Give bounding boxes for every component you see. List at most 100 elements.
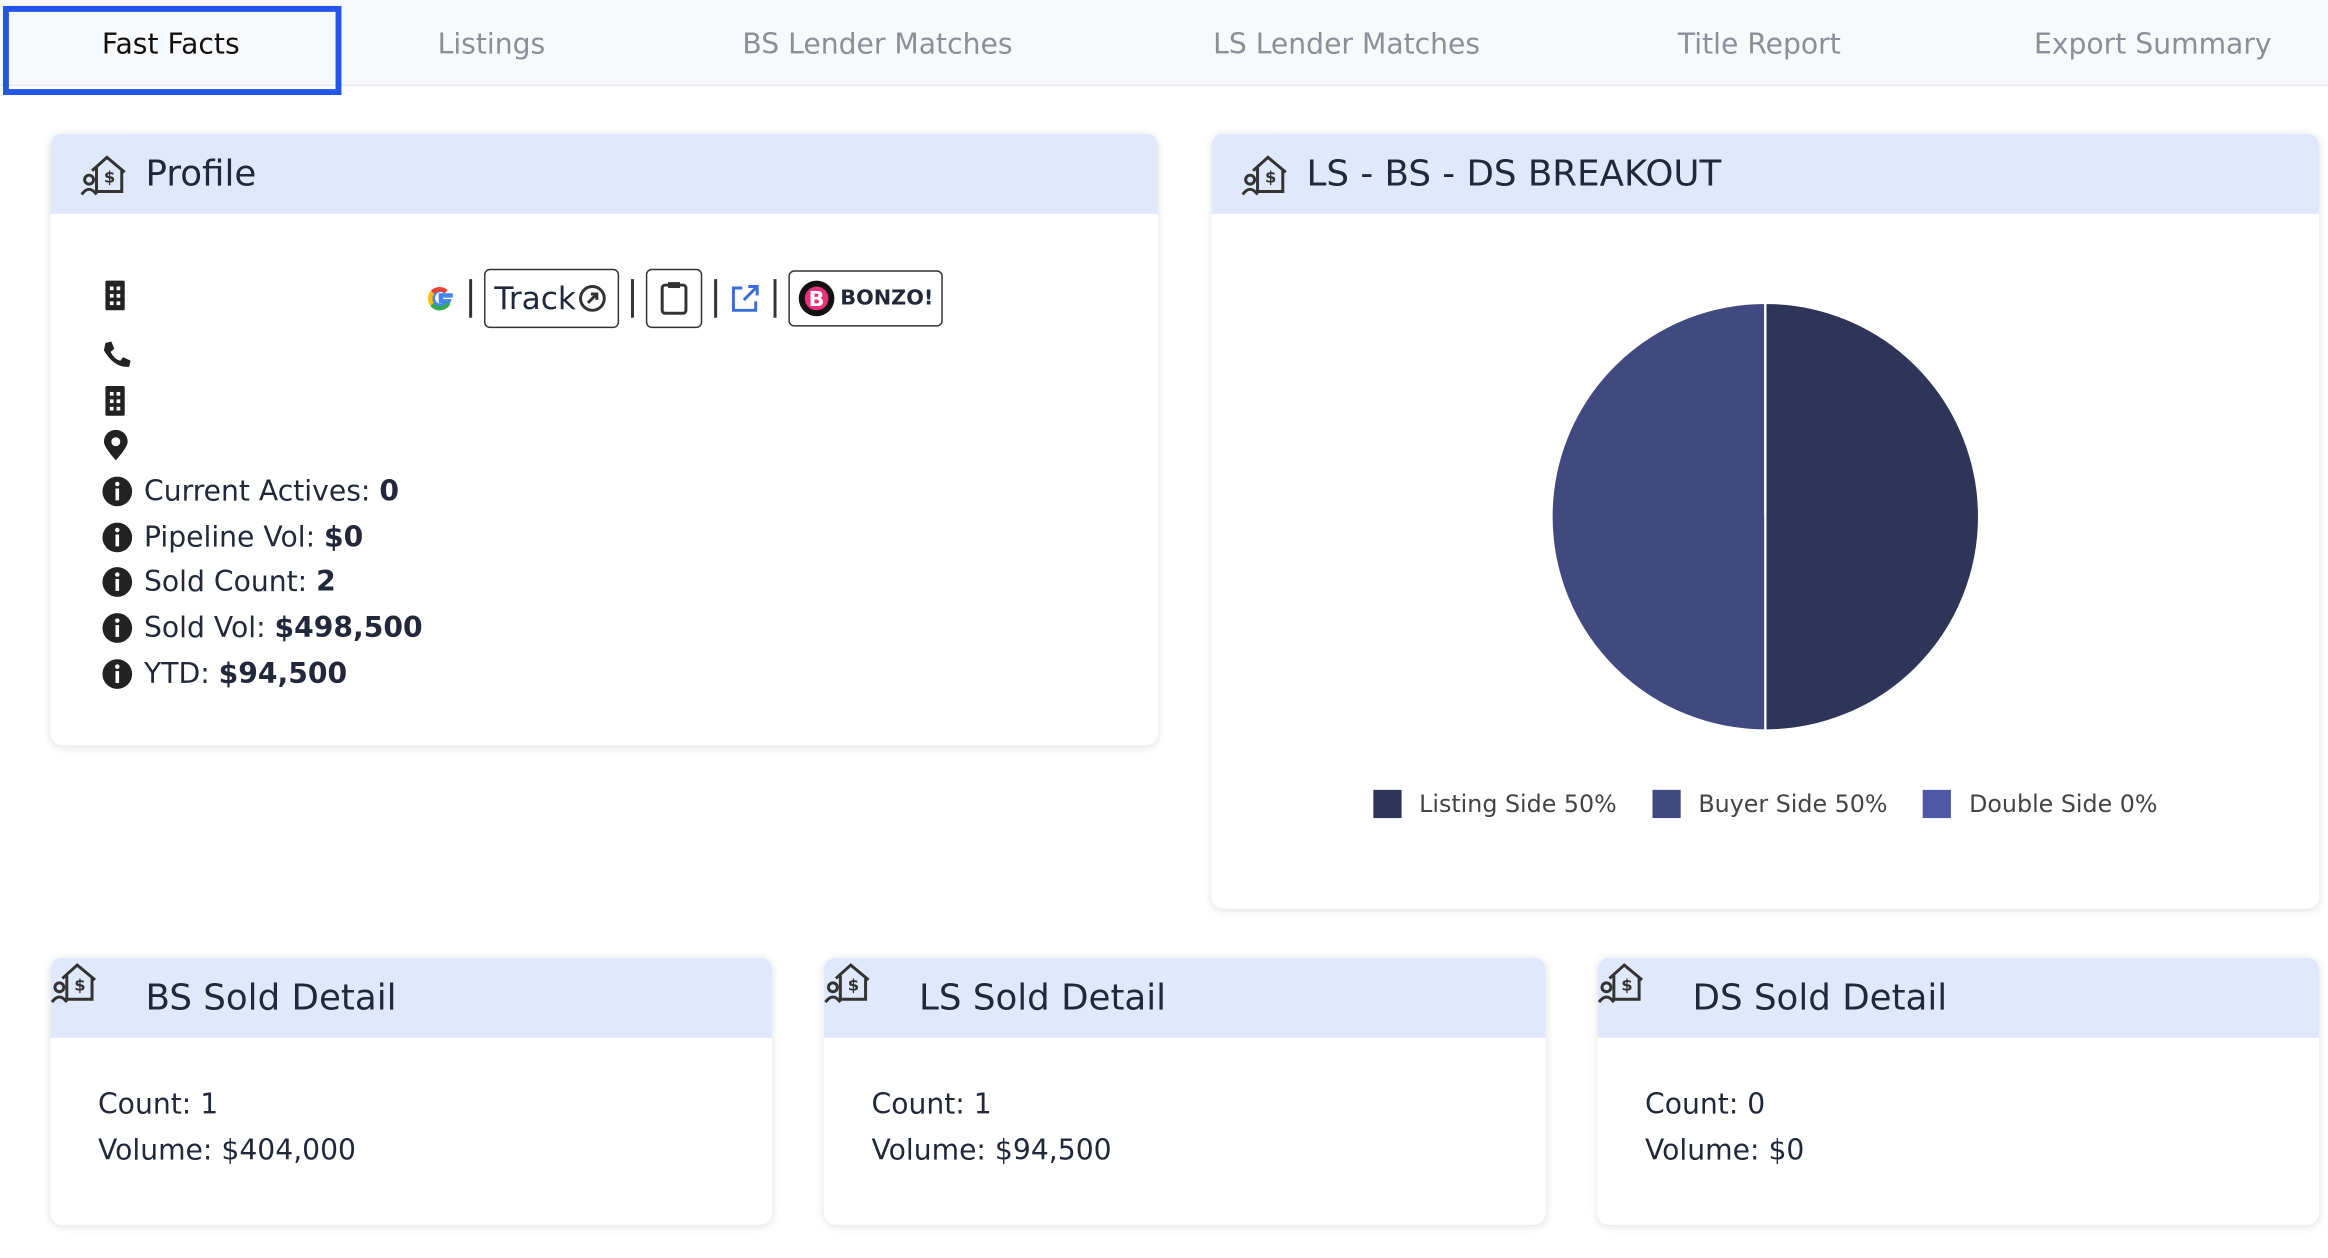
legend-swatch bbox=[1373, 789, 1402, 819]
volume-value: $94,500 bbox=[994, 1134, 1112, 1167]
bonzo-label: BONZO! bbox=[840, 286, 934, 311]
external-link-icon[interactable] bbox=[729, 282, 762, 315]
pie-slice bbox=[1550, 301, 1767, 732]
info-icon bbox=[102, 659, 133, 689]
svg-text:$: $ bbox=[74, 975, 85, 994]
svg-text:$: $ bbox=[848, 975, 859, 994]
bonzo-button[interactable]: B BONZO! bbox=[788, 270, 943, 327]
breakout-card: $ LS - BS - DS BREAKOUT Listing Side 50%… bbox=[1211, 133, 2320, 909]
pie-chart bbox=[1550, 301, 1981, 732]
sold-card: $ DS Sold Detail Count: 0 Volume: $0 bbox=[1597, 957, 2320, 1225]
card-header: $ LS - BS - DS BREAKOUT bbox=[1211, 133, 2320, 214]
volume-line: Volume: $404,000 bbox=[98, 1134, 356, 1167]
stat-row: Pipeline Vol: $0 bbox=[101, 520, 363, 556]
tab[interactable]: LS Lender Matches bbox=[1213, 28, 1481, 61]
pie-slice bbox=[1764, 301, 1981, 732]
arrow-icon bbox=[578, 285, 606, 312]
tab[interactable]: Export Summary bbox=[2033, 28, 2272, 61]
info-icon bbox=[102, 476, 133, 507]
track-button[interactable]: Track bbox=[484, 268, 620, 329]
track-label: Track bbox=[494, 280, 576, 317]
stat-label: YTD: bbox=[144, 657, 210, 691]
legend-item: Listing Side 50% bbox=[1373, 789, 1617, 819]
count-value: 1 bbox=[200, 1088, 219, 1121]
count-label: Count: bbox=[871, 1088, 965, 1121]
tab-bar: Fast Facts Listings BS Lender Matches LS Le… bbox=[0, 0, 2328, 96]
toolbar: Track B BONZO! bbox=[425, 264, 943, 332]
legend: Listing Side 50% Buyer Side 50% Double Sid… bbox=[1212, 789, 2320, 819]
volume-label: Volume: bbox=[871, 1134, 986, 1167]
count-line: Count: 0 bbox=[1645, 1088, 1765, 1121]
card-header: $ BS Sold Detail bbox=[50, 957, 773, 1038]
separator bbox=[469, 279, 473, 318]
stat-label: Current Actives: bbox=[144, 475, 371, 508]
stat-value: $498,500 bbox=[274, 611, 423, 645]
stat-label: Sold Count: bbox=[144, 565, 308, 599]
tab[interactable]: Fast Facts bbox=[101, 28, 240, 61]
card-title: BS Sold Detail bbox=[145, 976, 397, 1019]
location-icon bbox=[103, 429, 128, 461]
stat-value: 0 bbox=[379, 475, 399, 508]
count-line: Count: 1 bbox=[98, 1088, 218, 1121]
card-header: $ LS Sold Detail bbox=[824, 957, 1546, 1038]
active-tab-outline bbox=[2, 5, 342, 96]
legend-value: 50% bbox=[1834, 789, 1888, 819]
sold-card: $ BS Sold Detail Count: 1 Volume: $404,000 bbox=[50, 957, 773, 1225]
stat-row: Current Actives: 0 bbox=[101, 474, 399, 510]
stat-label: Pipeline Vol: bbox=[144, 521, 316, 554]
legend-value: 50% bbox=[1563, 789, 1617, 819]
volume-line: Volume: $94,500 bbox=[872, 1134, 1112, 1167]
card-title: LS - BS - DS BREAKOUT bbox=[1306, 152, 1722, 195]
bonzo-logo: B bbox=[798, 280, 835, 317]
stat-value: $0 bbox=[324, 521, 364, 554]
volume-label: Volume: bbox=[97, 1134, 213, 1167]
phone-icon bbox=[103, 341, 131, 367]
info-icon bbox=[102, 613, 133, 643]
count-value: 1 bbox=[973, 1088, 992, 1121]
house-icon: $ bbox=[1241, 155, 1287, 196]
legend-swatch bbox=[1652, 789, 1681, 819]
count-line: Count: 1 bbox=[872, 1088, 992, 1121]
legend-label: Buyer Side bbox=[1698, 789, 1828, 819]
volume-line: Volume: $0 bbox=[1645, 1134, 1804, 1167]
stat-value: 2 bbox=[316, 565, 336, 599]
legend-label: Listing Side bbox=[1419, 789, 1557, 819]
volume-value: $404,000 bbox=[221, 1134, 357, 1167]
card-title: Profile bbox=[145, 152, 257, 195]
stat-row: YTD: $94,500 bbox=[101, 656, 347, 692]
separator bbox=[714, 279, 718, 318]
svg-text:$: $ bbox=[1265, 168, 1276, 187]
svg-text:$: $ bbox=[1621, 975, 1632, 994]
separator bbox=[773, 279, 777, 318]
google-icon[interactable] bbox=[425, 282, 458, 315]
clipboard-button[interactable] bbox=[645, 268, 703, 329]
volume-label: Volume: bbox=[1645, 1134, 1760, 1167]
count-label: Count: bbox=[97, 1088, 192, 1121]
tab[interactable]: BS Lender Matches bbox=[742, 28, 1013, 61]
legend-item: Double Side 0% bbox=[1923, 789, 2157, 819]
house-icon: $ bbox=[1597, 963, 1644, 1004]
card-header: $ DS Sold Detail bbox=[1597, 957, 2320, 1038]
tab[interactable]: Title Report bbox=[1677, 28, 1841, 61]
stat-label: Sold Vol: bbox=[144, 611, 266, 645]
count-value: 0 bbox=[1747, 1088, 1766, 1121]
info-icon bbox=[102, 522, 133, 553]
legend-text: Listing Side 50% bbox=[1419, 790, 1617, 818]
legend-text: Buyer Side 50% bbox=[1698, 790, 1887, 818]
legend-item: Buyer Side 50% bbox=[1652, 789, 1887, 819]
legend-text: Double Side 0% bbox=[1969, 790, 2157, 818]
svg-text:$: $ bbox=[104, 168, 115, 187]
stat-row: Sold Vol: $498,500 bbox=[101, 610, 423, 646]
legend-swatch bbox=[1923, 789, 1952, 819]
stat-row: Sold Count: 2 bbox=[101, 564, 336, 600]
tab[interactable]: Listings bbox=[437, 28, 546, 61]
svg-text:B: B bbox=[809, 287, 825, 311]
info-icon bbox=[102, 567, 133, 597]
house-icon: $ bbox=[80, 155, 126, 196]
building-icon bbox=[105, 386, 125, 416]
house-icon: $ bbox=[824, 963, 870, 1004]
separator bbox=[630, 279, 634, 318]
card-header: $ Profile bbox=[50, 133, 1159, 214]
